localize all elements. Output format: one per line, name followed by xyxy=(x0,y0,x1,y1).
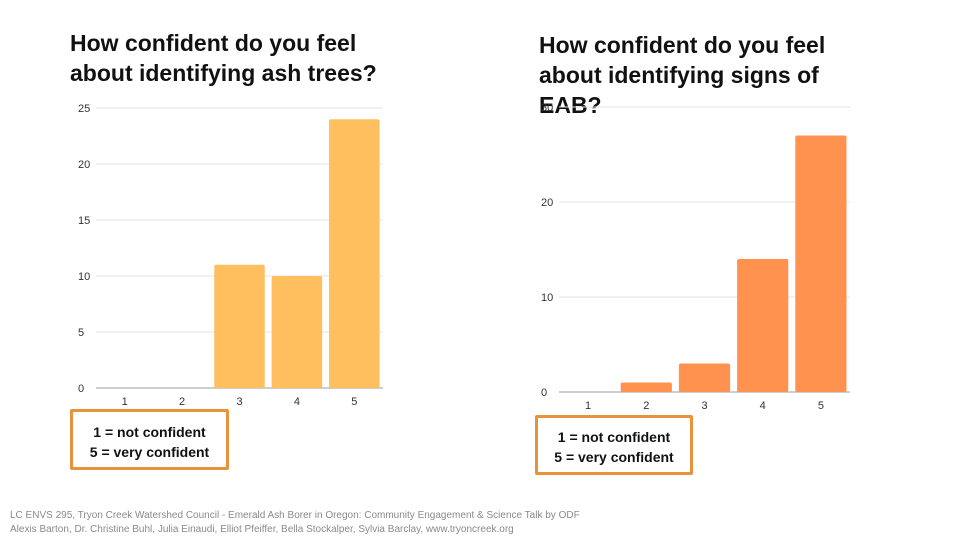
y-tick-label: 25 xyxy=(78,103,90,115)
bar-5 xyxy=(795,135,847,392)
x-tick-label: 3 xyxy=(236,396,242,408)
x-tick-label: 4 xyxy=(294,396,300,408)
legend-line-very-confident: 5 = very confident xyxy=(554,449,674,465)
y-tick-label: 20 xyxy=(78,159,90,171)
x-tick-label: 3 xyxy=(701,400,707,412)
footer-line-1: LC ENVS 295, Tryon Creek Watershed Counc… xyxy=(10,510,580,521)
bar-5 xyxy=(329,119,380,388)
y-tick-label: 0 xyxy=(78,383,84,395)
y-tick-label: 0 xyxy=(541,387,547,399)
legend-line-very-confident: 5 = very confident xyxy=(89,444,210,460)
bar-3 xyxy=(214,264,265,388)
bar-4 xyxy=(737,259,789,392)
y-tick-label: 10 xyxy=(541,292,553,304)
y-tick-label: 15 xyxy=(78,215,90,227)
footer-credits: LC ENVS 295, Tryon Creek Watershed Counc… xyxy=(10,509,580,537)
x-tick-label: 5 xyxy=(818,400,824,412)
chart-title-left: How confident do you feel about identify… xyxy=(70,30,377,86)
y-tick-label: 10 xyxy=(78,271,90,283)
bar-3 xyxy=(678,363,731,392)
bar-2 xyxy=(620,382,672,392)
y-tick-label: 30 xyxy=(541,102,553,114)
y-tick-label: 5 xyxy=(78,327,84,339)
x-tick-label: 2 xyxy=(179,396,185,408)
legend-box-right: 1 = not confident 5 = very confident xyxy=(535,415,693,475)
x-tick-label: 4 xyxy=(760,400,766,412)
bar-4 xyxy=(271,276,323,388)
legend-line-not-confident: 1 = not confident xyxy=(557,429,671,445)
x-tick-label: 1 xyxy=(585,400,591,412)
footer-line-2: Alexis Barton, Dr. Christine Buhl, Julia… xyxy=(10,524,514,535)
legend-line-not-confident: 1 = not confident xyxy=(93,424,206,440)
x-tick-label: 5 xyxy=(351,396,357,408)
x-tick-label: 1 xyxy=(122,396,128,408)
y-tick-label: 20 xyxy=(541,197,553,209)
legend-box-left: 1 = not confident 5 = very confident xyxy=(70,409,229,470)
x-tick-label: 2 xyxy=(643,400,649,412)
chart-title-right: How confident do you feel about identify… xyxy=(539,32,826,118)
